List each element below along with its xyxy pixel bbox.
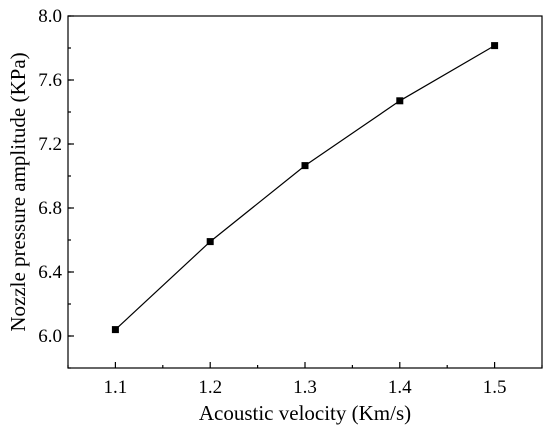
data-point — [206, 238, 214, 246]
x-tick-label: 1.2 — [198, 377, 222, 398]
y-tick-label: 7.2 — [38, 134, 62, 155]
data-point — [396, 97, 404, 105]
x-tick-label: 1.1 — [104, 377, 128, 398]
series-line — [114, 45, 495, 331]
y-axis-title: Nozzle pressure amplitude (KPa) — [6, 52, 30, 331]
y-tick-label: 6.0 — [38, 326, 62, 347]
y-tick-label: 8.0 — [38, 6, 62, 27]
y-tick-label: 6.8 — [38, 198, 62, 219]
plot-frame — [67, 15, 543, 369]
y-tick-label: 6.4 — [38, 262, 62, 283]
data-point — [491, 42, 499, 50]
x-axis-title: Acoustic velocity (Km/s) — [199, 401, 411, 425]
data-point — [111, 326, 119, 334]
axes: 1.1 1.2 1.3 1.4 1.5 6.0 6.4 6.8 7.2 7.6 8.0 — [38, 6, 543, 398]
data-point — [301, 162, 309, 170]
y-tick-label: 7.6 — [38, 70, 62, 91]
x-tick-label: 1.3 — [293, 377, 317, 398]
x-tick-label: 1.5 — [483, 377, 507, 398]
plot-area — [111, 42, 499, 334]
x-tick-label: 1.4 — [388, 377, 412, 398]
